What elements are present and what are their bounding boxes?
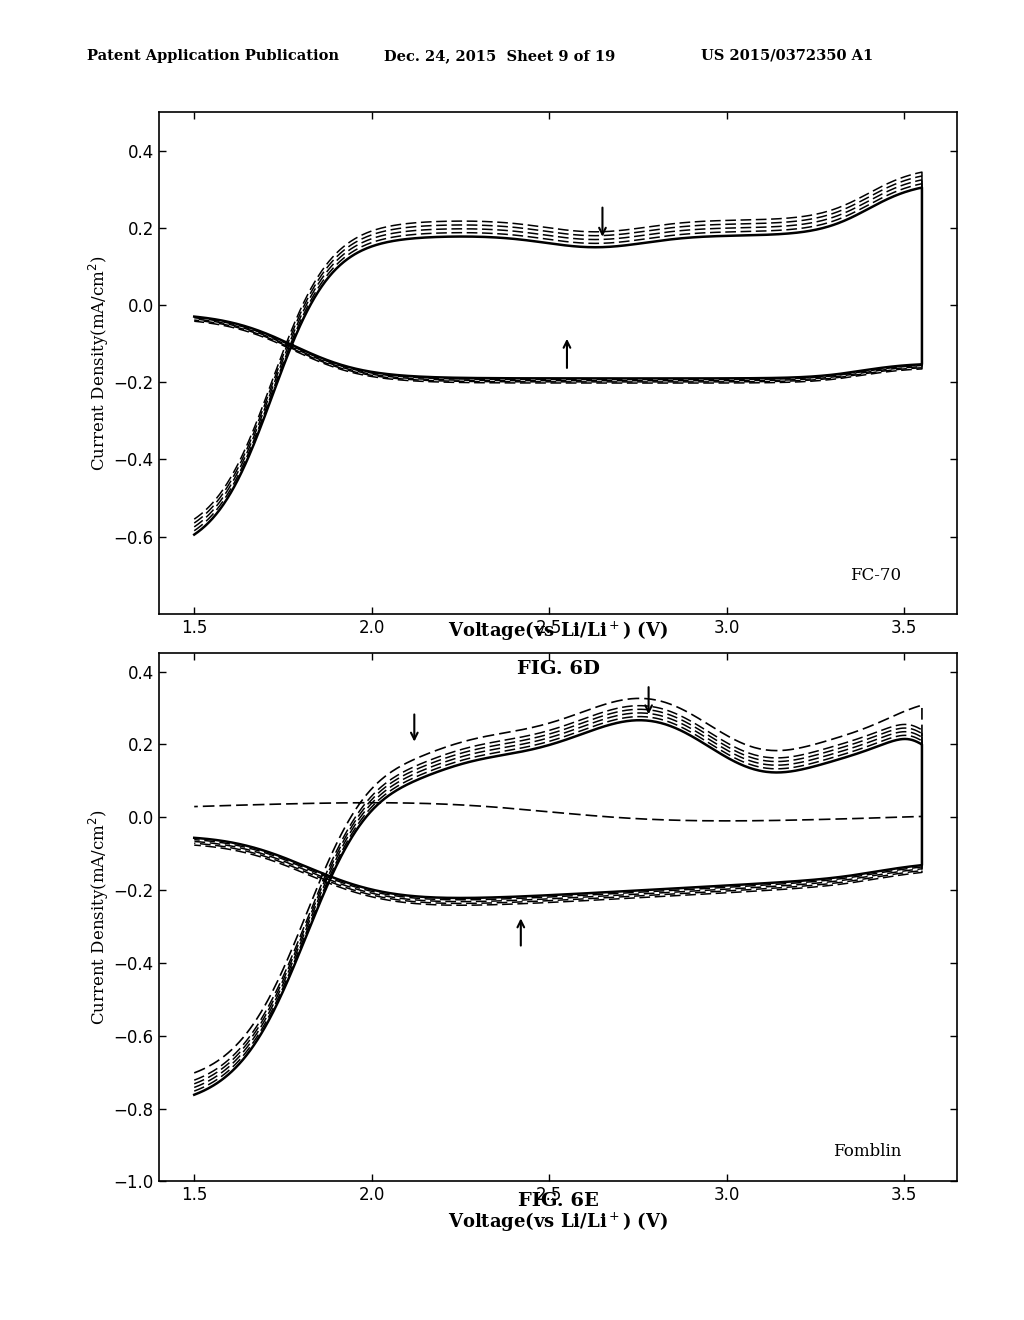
Text: Patent Application Publication: Patent Application Publication (87, 49, 339, 63)
Text: Voltage(vs Li/Li$^+$) (V): Voltage(vs Li/Li$^+$) (V) (449, 619, 668, 642)
Text: FIG. 6D: FIG. 6D (516, 660, 600, 678)
Text: Dec. 24, 2015  Sheet 9 of 19: Dec. 24, 2015 Sheet 9 of 19 (384, 49, 615, 63)
X-axis label: Voltage(vs Li/Li$^+$) (V): Voltage(vs Li/Li$^+$) (V) (449, 1210, 668, 1233)
Y-axis label: Current Density(mA/cm$^2$): Current Density(mA/cm$^2$) (87, 255, 111, 471)
Y-axis label: Current Density(mA/cm$^2$): Current Density(mA/cm$^2$) (87, 809, 111, 1026)
Text: FC-70: FC-70 (850, 566, 901, 583)
Text: US 2015/0372350 A1: US 2015/0372350 A1 (701, 49, 873, 63)
Text: Fomblin: Fomblin (834, 1143, 901, 1160)
Text: FIG. 6E: FIG. 6E (518, 1192, 598, 1210)
